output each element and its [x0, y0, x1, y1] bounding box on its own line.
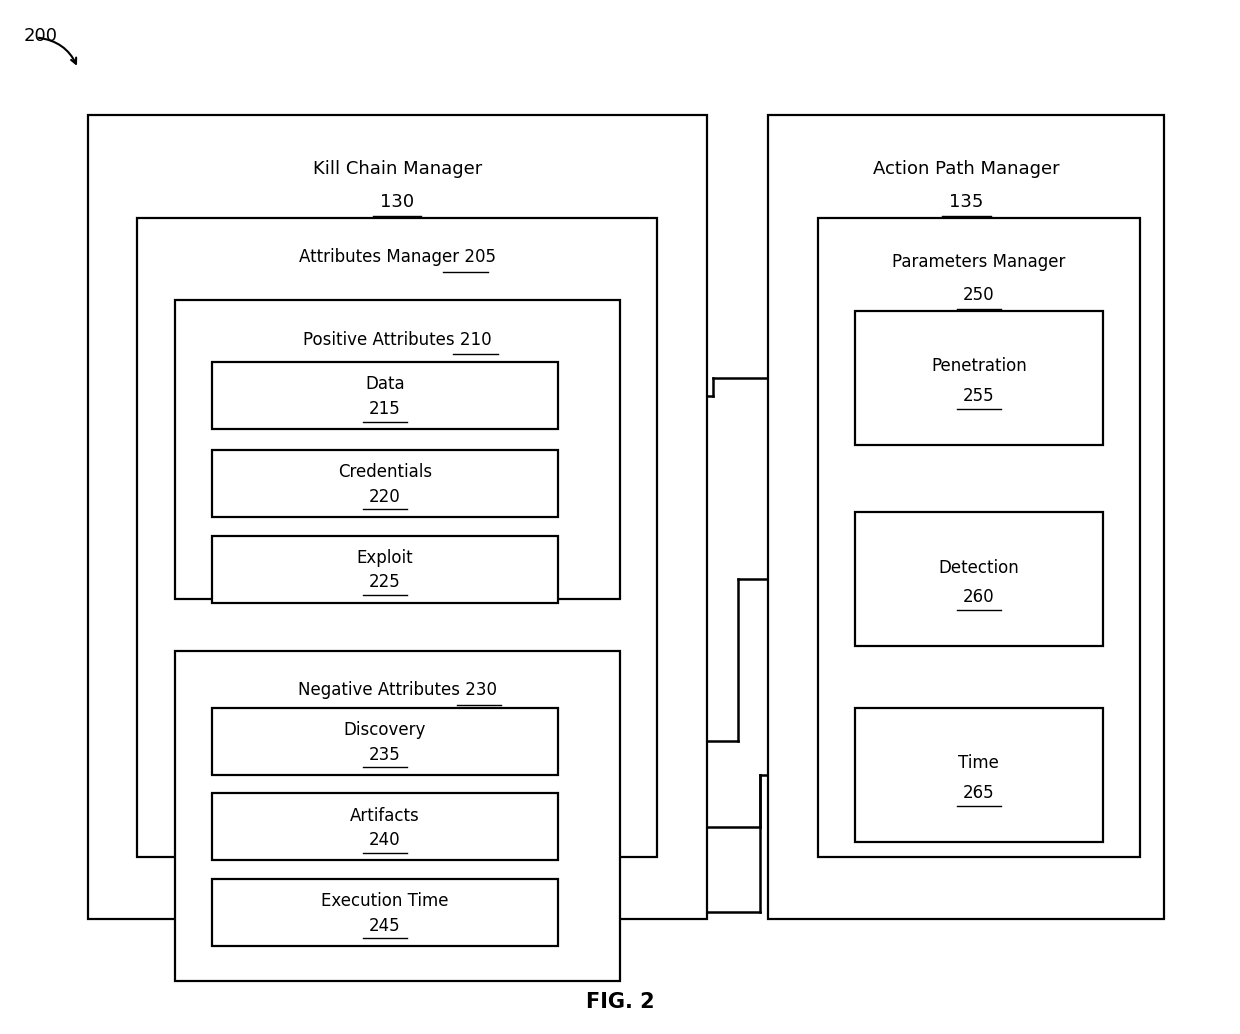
Text: 135: 135 — [950, 193, 983, 212]
Bar — [175, 301, 620, 600]
Text: Execution Time: Execution Time — [321, 892, 449, 910]
Bar — [769, 115, 1164, 919]
Text: FIG. 2: FIG. 2 — [585, 992, 655, 1011]
Text: 255: 255 — [963, 387, 994, 405]
Text: 235: 235 — [370, 746, 401, 764]
Bar — [212, 793, 558, 860]
Bar — [212, 450, 558, 517]
Bar — [88, 115, 707, 919]
Text: 265: 265 — [963, 784, 994, 802]
Text: Exploit: Exploit — [357, 549, 413, 567]
Text: Attributes Manager 205: Attributes Manager 205 — [299, 248, 496, 266]
Text: 245: 245 — [370, 917, 401, 935]
Text: Negative Attributes 230: Negative Attributes 230 — [298, 681, 497, 699]
Bar — [212, 879, 558, 946]
Text: Artifacts: Artifacts — [350, 807, 420, 824]
Text: Penetration: Penetration — [931, 358, 1027, 375]
Text: Action Path Manager: Action Path Manager — [873, 160, 1060, 178]
Bar — [138, 218, 657, 857]
Text: 225: 225 — [370, 574, 401, 591]
Text: 240: 240 — [370, 831, 401, 849]
Bar — [212, 536, 558, 603]
Text: Detection: Detection — [939, 558, 1019, 577]
Bar — [856, 311, 1102, 445]
Bar — [212, 362, 558, 429]
Text: Positive Attributes 210: Positive Attributes 210 — [303, 331, 491, 348]
Text: 260: 260 — [963, 588, 994, 606]
Bar — [818, 218, 1140, 857]
Text: Discovery: Discovery — [343, 721, 427, 739]
Text: Credentials: Credentials — [337, 463, 432, 481]
Text: 200: 200 — [24, 27, 57, 45]
Text: Kill Chain Manager: Kill Chain Manager — [312, 160, 482, 178]
Text: Time: Time — [959, 755, 999, 772]
Text: 220: 220 — [370, 488, 401, 506]
Text: 250: 250 — [963, 286, 994, 304]
Bar — [212, 708, 558, 774]
Bar — [175, 651, 620, 981]
Text: 130: 130 — [381, 193, 414, 212]
Bar — [856, 708, 1102, 842]
Text: Parameters Manager: Parameters Manager — [892, 252, 1065, 271]
Bar — [856, 512, 1102, 646]
Text: 215: 215 — [370, 400, 401, 418]
Text: Data: Data — [365, 375, 404, 394]
